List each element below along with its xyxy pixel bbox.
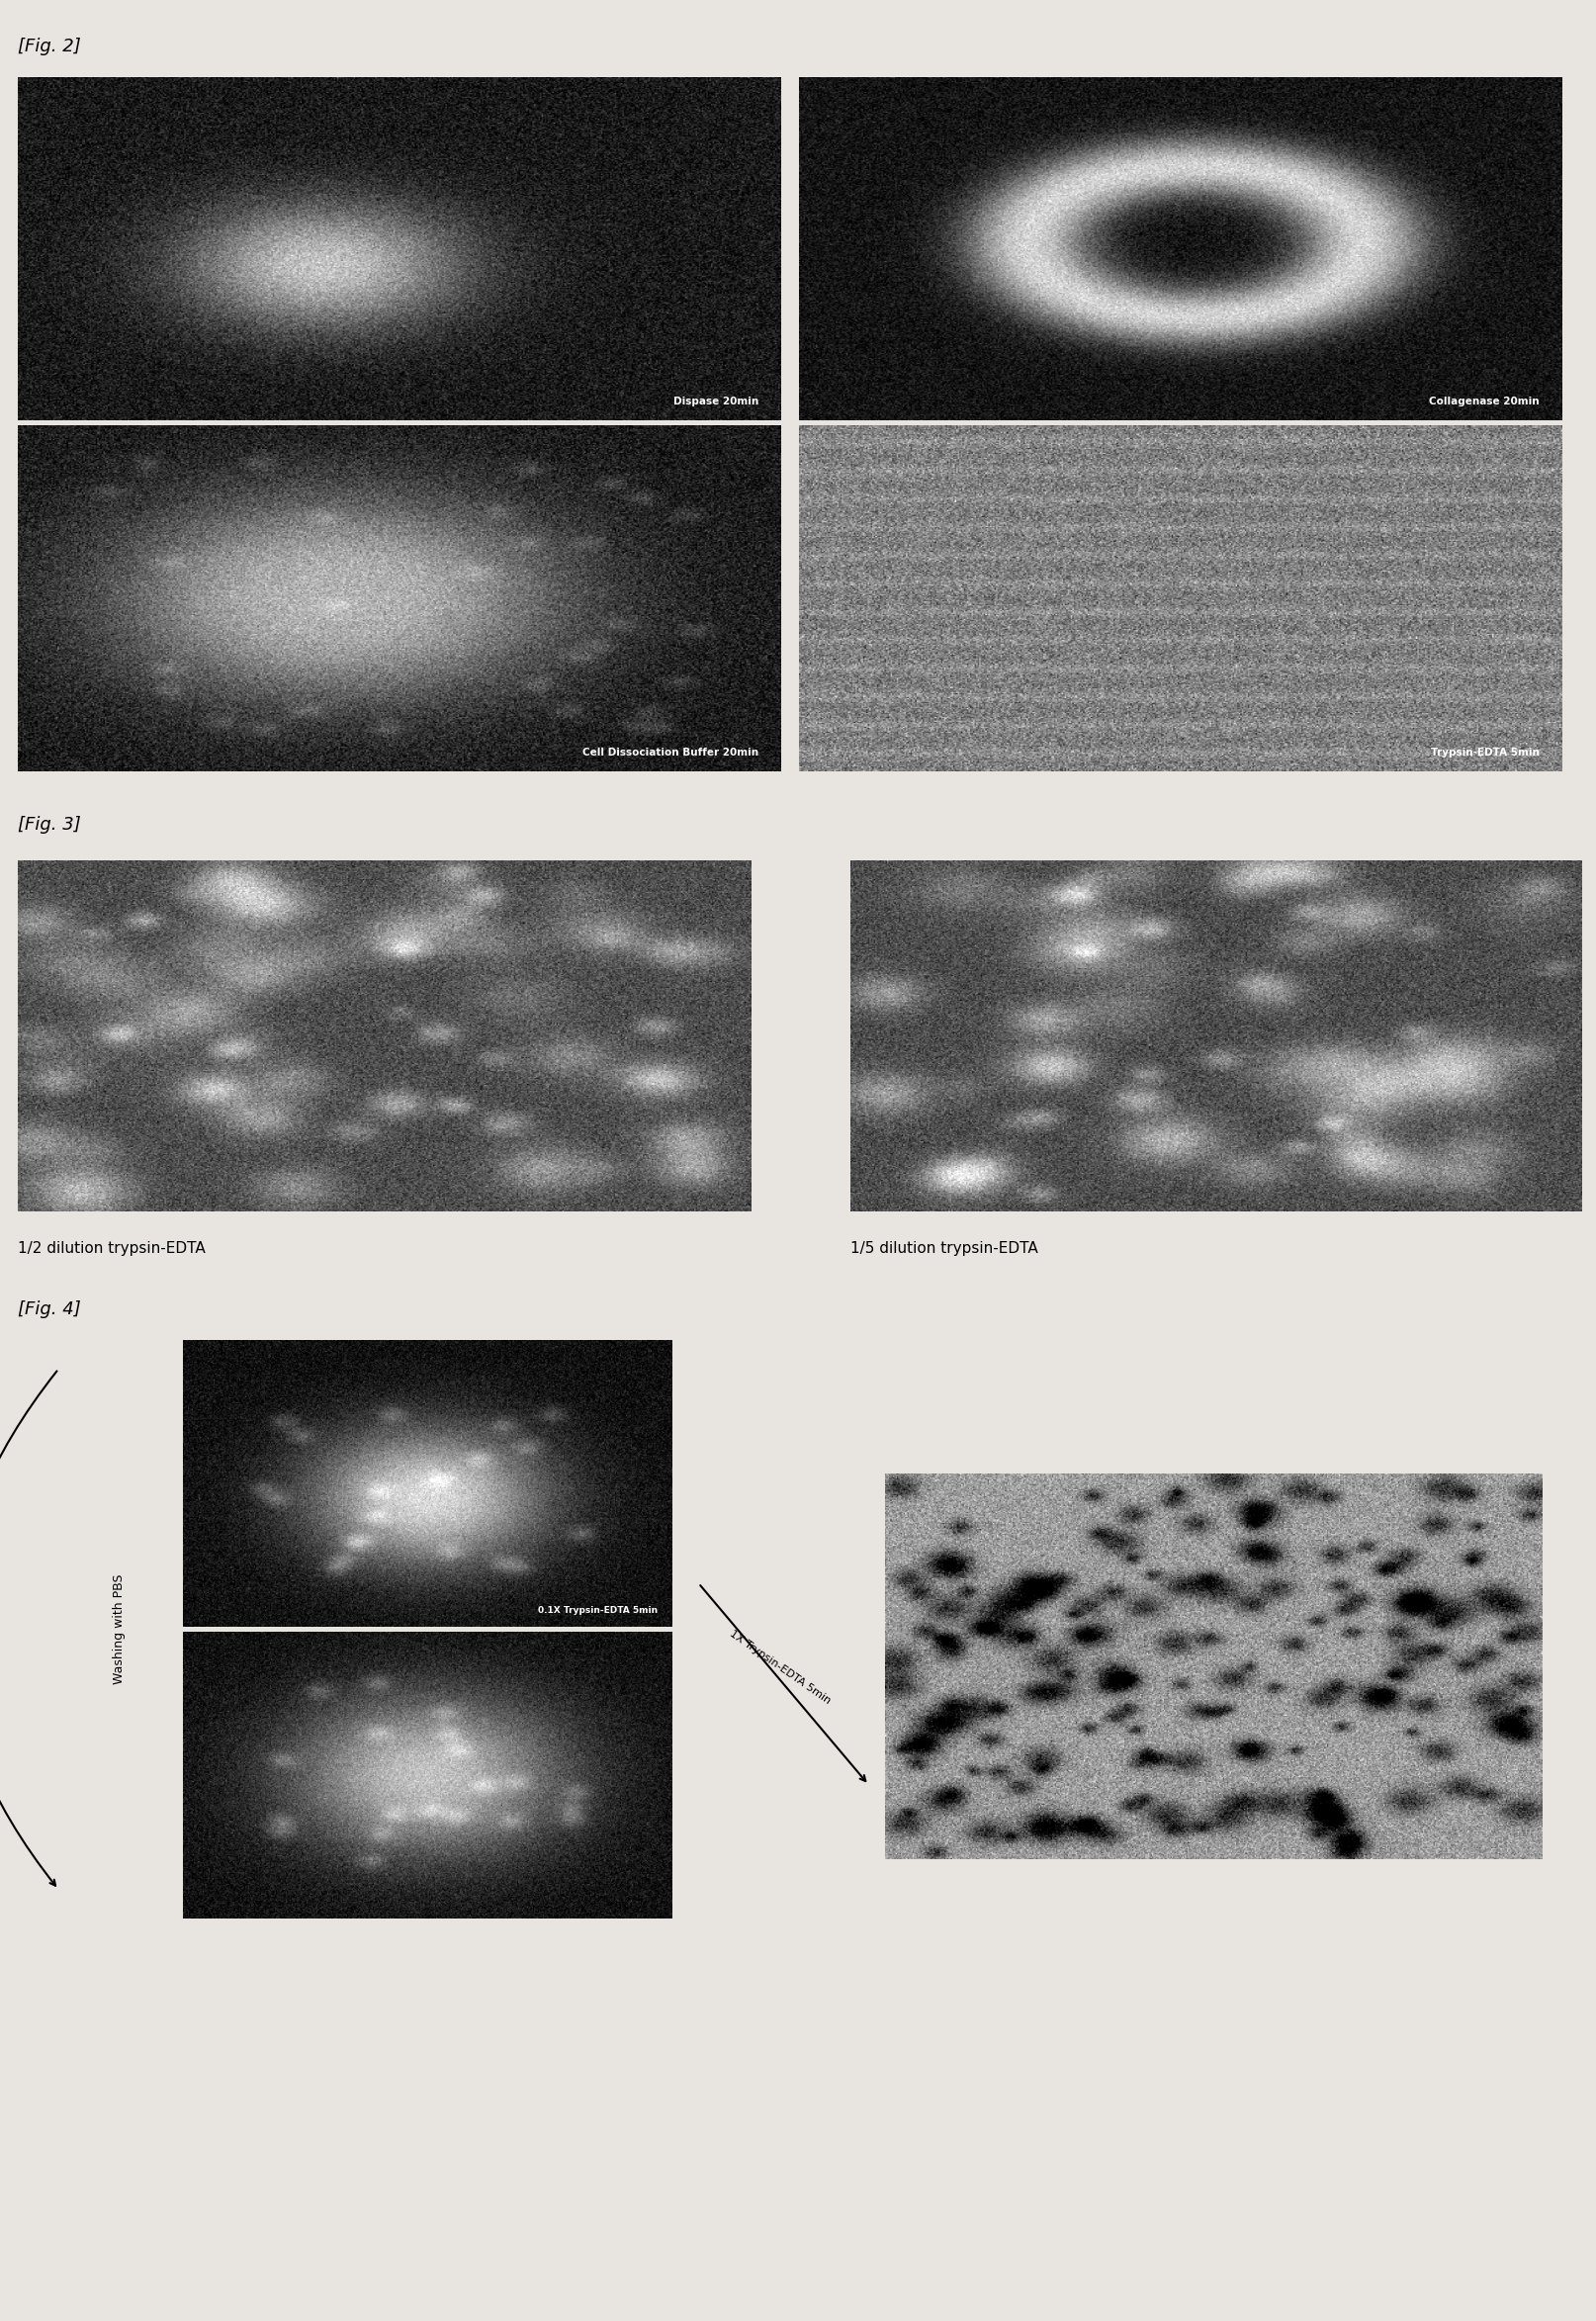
- Text: 1/2 dilution trypsin-EDTA: 1/2 dilution trypsin-EDTA: [18, 1242, 206, 1256]
- Text: [Fig. 2]: [Fig. 2]: [18, 37, 81, 56]
- Text: [Fig. 4]: [Fig. 4]: [18, 1300, 81, 1318]
- Text: Collagenase 20min: Collagenase 20min: [1428, 397, 1539, 406]
- Text: Cell Dissociation Buffer 20min: Cell Dissociation Buffer 20min: [583, 747, 758, 757]
- Text: Dispase 20min: Dispase 20min: [672, 397, 758, 406]
- Text: 1X Trypsin-EDTA 5min: 1X Trypsin-EDTA 5min: [726, 1629, 832, 1706]
- Text: 0.1X Trypsin-EDTA 5min: 0.1X Trypsin-EDTA 5min: [538, 1606, 658, 1615]
- Text: [Fig. 3]: [Fig. 3]: [18, 817, 81, 833]
- Text: 1/5 dilution trypsin-EDTA: 1/5 dilution trypsin-EDTA: [851, 1242, 1037, 1256]
- Text: Washing with PBS: Washing with PBS: [112, 1574, 126, 1685]
- Text: Trypsin-EDTA 5min: Trypsin-EDTA 5min: [1430, 747, 1539, 757]
